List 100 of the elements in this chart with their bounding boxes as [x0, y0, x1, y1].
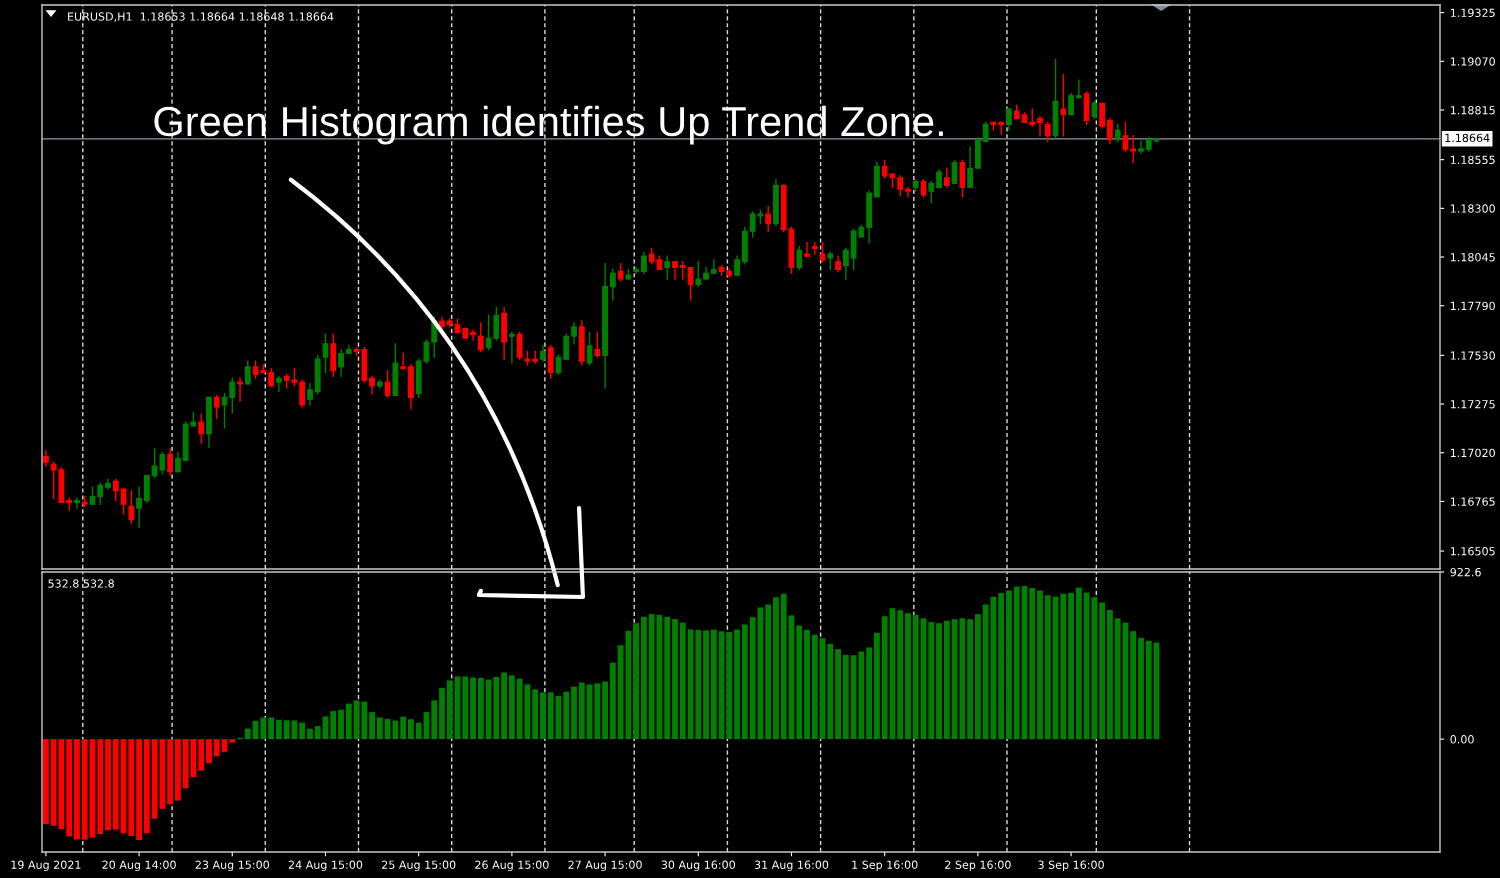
candlestick: [299, 379, 306, 408]
bar: [74, 739, 80, 840]
candlestick: [905, 186, 911, 198]
x-tick-label: 26 Aug 15:00: [475, 860, 549, 872]
y-tick-label: 1.17275: [1450, 400, 1495, 409]
candlestick: [338, 348, 344, 378]
bar: [998, 593, 1005, 740]
candlestick: [641, 251, 647, 274]
bar: [672, 619, 678, 740]
bar: [928, 622, 935, 740]
bar: [112, 739, 119, 830]
bar: [167, 739, 174, 805]
bar: [345, 703, 352, 740]
bar: [1075, 587, 1082, 740]
bar: [42, 739, 49, 825]
bar: [571, 686, 577, 740]
candlestick: [322, 333, 329, 374]
candlestick: [105, 478, 111, 490]
candlestick: [384, 369, 391, 399]
candlestick: [672, 261, 678, 280]
candlestick: [734, 255, 741, 276]
candlestick: [571, 322, 577, 345]
candlestick: [1044, 121, 1051, 143]
bar: [811, 634, 818, 740]
bar: [765, 604, 772, 740]
bar: [50, 739, 57, 826]
candlestick: [198, 413, 205, 444]
bar: [1068, 593, 1074, 740]
candlestick: [74, 497, 80, 509]
candlestick: [765, 205, 772, 232]
candlestick: [664, 255, 671, 280]
bar: [275, 719, 282, 740]
y-tick-label: 1.18555: [1450, 155, 1495, 165]
candlestick: [1099, 102, 1106, 129]
bar: [959, 618, 966, 740]
candlestick: [804, 242, 810, 257]
x-tick-label: 24 Aug 15:00: [288, 860, 363, 872]
bar: [602, 681, 608, 740]
bar: [508, 675, 515, 740]
candlestick: [1075, 79, 1082, 99]
bar: [97, 739, 104, 835]
x-tick-label: 20 Aug 14:00: [102, 860, 176, 872]
candlestick: [586, 331, 593, 366]
bar: [376, 717, 383, 740]
bar: [633, 623, 640, 740]
y-tick-label: 1.19325: [1450, 8, 1495, 18]
y-tick-label: 0.00: [1450, 735, 1474, 744]
candlestick: [532, 350, 539, 364]
bar: [912, 614, 919, 740]
bar: [773, 597, 779, 740]
bar: [439, 687, 445, 740]
candlestick: [244, 360, 251, 385]
bar: [835, 649, 841, 740]
bar: [198, 739, 205, 771]
bar: [648, 614, 655, 740]
candlestick: [943, 167, 950, 189]
x-tick-label: 25 Aug 15:00: [382, 860, 456, 872]
bar: [400, 716, 407, 740]
candlestick: [167, 448, 174, 477]
candlestick: [609, 268, 616, 301]
y-tick-label: 1.18045: [1450, 253, 1495, 262]
candlestick: [967, 146, 974, 189]
bar: [66, 739, 73, 837]
candlestick: [136, 486, 142, 528]
x-tick-label: 3 Sep 16:00: [1038, 860, 1104, 872]
bar: [136, 739, 142, 841]
bar: [741, 624, 748, 740]
bar: [361, 701, 368, 740]
bar: [229, 739, 236, 743]
text: 532.8 532.8: [48, 579, 114, 588]
bar: [749, 617, 756, 740]
bar: [1037, 590, 1043, 740]
candlestick: [1037, 115, 1043, 137]
candlestick: [982, 121, 989, 143]
bar: [578, 682, 585, 740]
candlestick: [951, 159, 958, 185]
bar: [314, 726, 321, 740]
bar: [780, 593, 787, 740]
bar: [501, 672, 508, 740]
bar: [594, 683, 601, 740]
bar: [338, 709, 344, 740]
candlestick: [42, 450, 49, 467]
bar: [943, 620, 950, 740]
candlestick: [1107, 117, 1113, 145]
bar: [1099, 602, 1106, 740]
bar: [974, 614, 981, 740]
bar: [563, 691, 570, 740]
bar: [516, 678, 523, 740]
x-tick-label: 19 Aug 2021: [11, 860, 81, 872]
candlestick: [307, 383, 313, 406]
candlestick: [128, 490, 135, 525]
y-tick-label: 1.16505: [1450, 547, 1495, 556]
bar: [679, 622, 686, 740]
bar: [299, 722, 306, 740]
candlestick: [470, 329, 476, 341]
candlestick: [112, 478, 119, 502]
bar: [330, 711, 337, 740]
candlestick: [275, 375, 282, 393]
bar: [415, 722, 422, 740]
bar: [710, 629, 717, 740]
